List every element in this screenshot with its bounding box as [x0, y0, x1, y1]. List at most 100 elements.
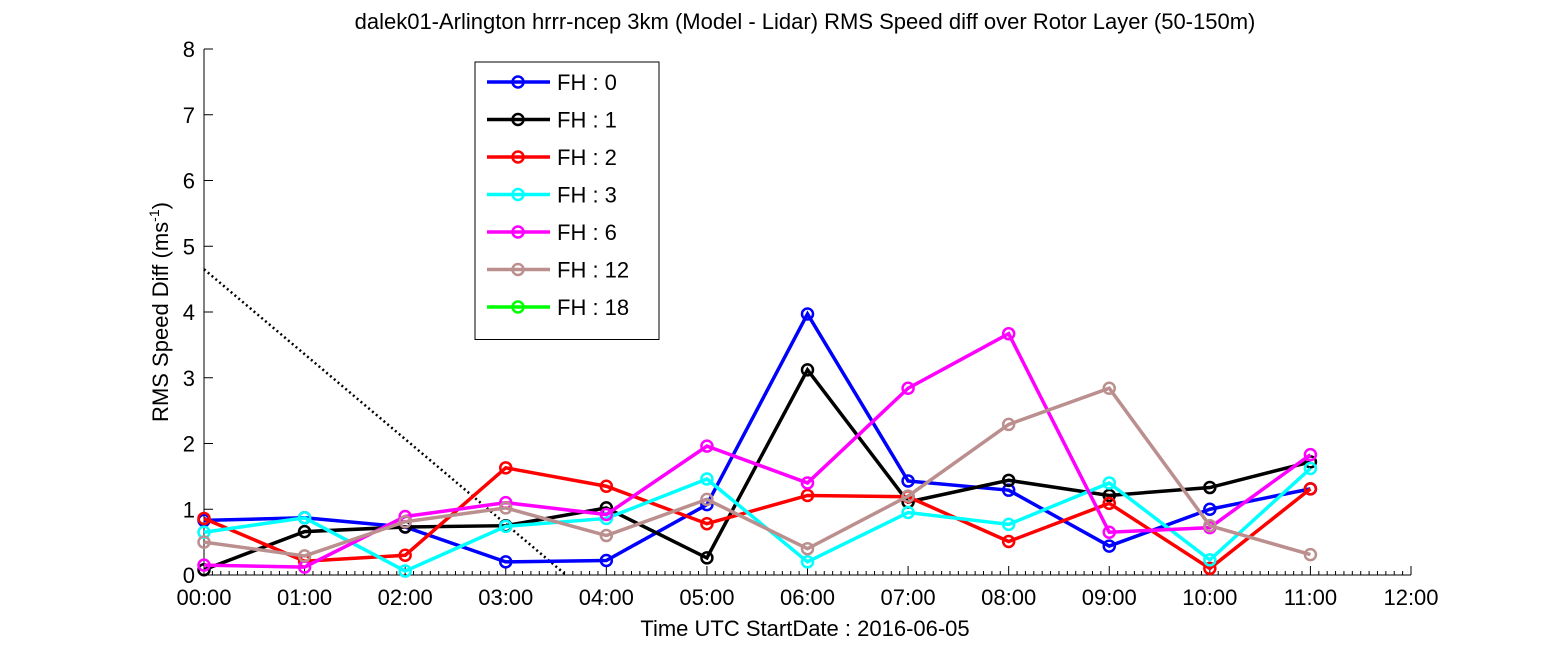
x-tick-label: 07:00 — [881, 585, 936, 610]
data-point — [1102, 488, 1116, 503]
data-point — [398, 548, 412, 563]
data-point — [197, 562, 211, 577]
data-point — [297, 524, 312, 539]
series-4 — [197, 326, 1318, 574]
data-point — [1102, 381, 1116, 396]
data-point — [499, 519, 513, 534]
x-tick-label: 11:00 — [1284, 585, 1337, 610]
data-point — [1303, 461, 1318, 476]
x-tick-label: 08:00 — [981, 585, 1036, 610]
series-1 — [197, 363, 1318, 577]
data-point — [901, 381, 915, 396]
data-point — [499, 501, 513, 515]
x-tick-label: 03:00 — [478, 585, 533, 610]
data-point — [1102, 539, 1116, 553]
data-point — [700, 516, 714, 531]
data-point — [1303, 482, 1318, 496]
data-point — [800, 488, 815, 503]
series-line — [203, 386, 1311, 558]
series-line — [203, 366, 1311, 572]
dotted-reference-line — [203, 268, 567, 576]
data-point — [398, 564, 412, 578]
data-point — [1102, 525, 1116, 540]
x-tick-label: 00:00 — [176, 585, 231, 610]
data-point — [297, 511, 312, 525]
legend-swatch-marker — [511, 300, 525, 314]
x-axis: 00:00 01:00 02:00 03:00 04:00 05:00 06:00 07:00… — [176, 566, 1439, 610]
legend-swatch-marker — [511, 112, 525, 127]
legend-entry: FH : 18 — [487, 295, 629, 320]
x-tick-label: 12:00 — [1383, 585, 1438, 610]
legend-label: FH : 0 — [557, 70, 617, 95]
data-point — [499, 461, 513, 475]
y-axis-label-superscript: -1 — [146, 209, 162, 222]
data-point — [800, 541, 815, 556]
x-tick-label: 06:00 — [780, 585, 835, 610]
series-2 — [197, 461, 1318, 576]
data-point — [1102, 496, 1116, 511]
data-point — [599, 479, 614, 493]
y-tick-label: 4 — [183, 300, 195, 325]
data-point — [700, 492, 714, 507]
data-point — [1001, 473, 1016, 488]
series-line — [203, 467, 1312, 573]
series-layer — [197, 268, 1318, 578]
y-axis-label-close: ) — [148, 202, 173, 209]
legend-entry: FH : 0 — [487, 70, 617, 95]
data-point — [1203, 480, 1217, 495]
y-tick-label: 6 — [183, 169, 195, 194]
data-point — [1203, 502, 1217, 516]
series-3 — [197, 461, 1318, 578]
y-axis: 0 1 2 3 4 5 6 7 8 — [183, 37, 213, 588]
data-point — [800, 555, 815, 569]
data-point — [1001, 326, 1016, 341]
series-5 — [197, 381, 1318, 563]
legend-swatch-marker — [511, 262, 525, 277]
chart-title: dalek01-Arlington hrrr-ncep 3km (Model -… — [355, 9, 1256, 34]
data-point — [1203, 553, 1217, 567]
legend-label: FH : 12 — [557, 258, 629, 283]
data-point — [700, 439, 714, 453]
data-point — [197, 511, 211, 526]
data-point — [1203, 561, 1217, 576]
data-point — [499, 555, 513, 569]
series-line — [203, 465, 1312, 571]
legend-swatch-marker — [511, 75, 525, 89]
data-point — [599, 553, 614, 568]
legend-box — [474, 61, 660, 340]
data-point — [297, 549, 312, 563]
legend-label: FH : 1 — [557, 108, 617, 133]
data-point — [800, 476, 815, 490]
x-tick-label: 09:00 — [1082, 585, 1137, 610]
x-tick-label: 10:00 — [1182, 585, 1237, 610]
data-point — [1001, 417, 1016, 432]
y-axis-label: RMS Speed Diff (ms-1) — [146, 202, 173, 422]
x-tick-label: 01:00 — [277, 585, 332, 610]
x-tick-label: 04:00 — [579, 585, 634, 610]
legend-label: FH : 3 — [557, 183, 617, 208]
data-point — [1102, 476, 1116, 490]
y-axis-label-main: RMS Speed Diff (ms — [148, 222, 173, 422]
data-point — [197, 535, 211, 549]
legend-label: FH : 2 — [557, 145, 617, 170]
y-tick-label: 2 — [183, 432, 195, 457]
legend-entry: FH : 12 — [487, 258, 629, 283]
data-point — [1001, 517, 1016, 532]
y-tick-label: 7 — [183, 103, 195, 128]
legend-swatch-marker — [511, 187, 525, 202]
data-point — [901, 474, 915, 488]
data-point — [398, 514, 412, 529]
data-point — [1203, 518, 1217, 533]
data-point — [700, 551, 714, 565]
x-tick-label: 05:00 — [679, 585, 734, 610]
legend-label: FH : 6 — [557, 220, 617, 245]
legend-entry: FH : 3 — [487, 183, 617, 208]
legend: FH : 0 FH : 1 FH : 2 FH : 3 FH : 6 FH : 12 FH … — [474, 61, 660, 340]
legend-entry: FH : 2 — [487, 145, 617, 170]
y-tick-label: 5 — [183, 234, 195, 259]
series-line — [203, 331, 1312, 569]
data-point — [197, 558, 211, 572]
y-tick-label: 3 — [183, 366, 195, 391]
data-point — [800, 363, 815, 377]
